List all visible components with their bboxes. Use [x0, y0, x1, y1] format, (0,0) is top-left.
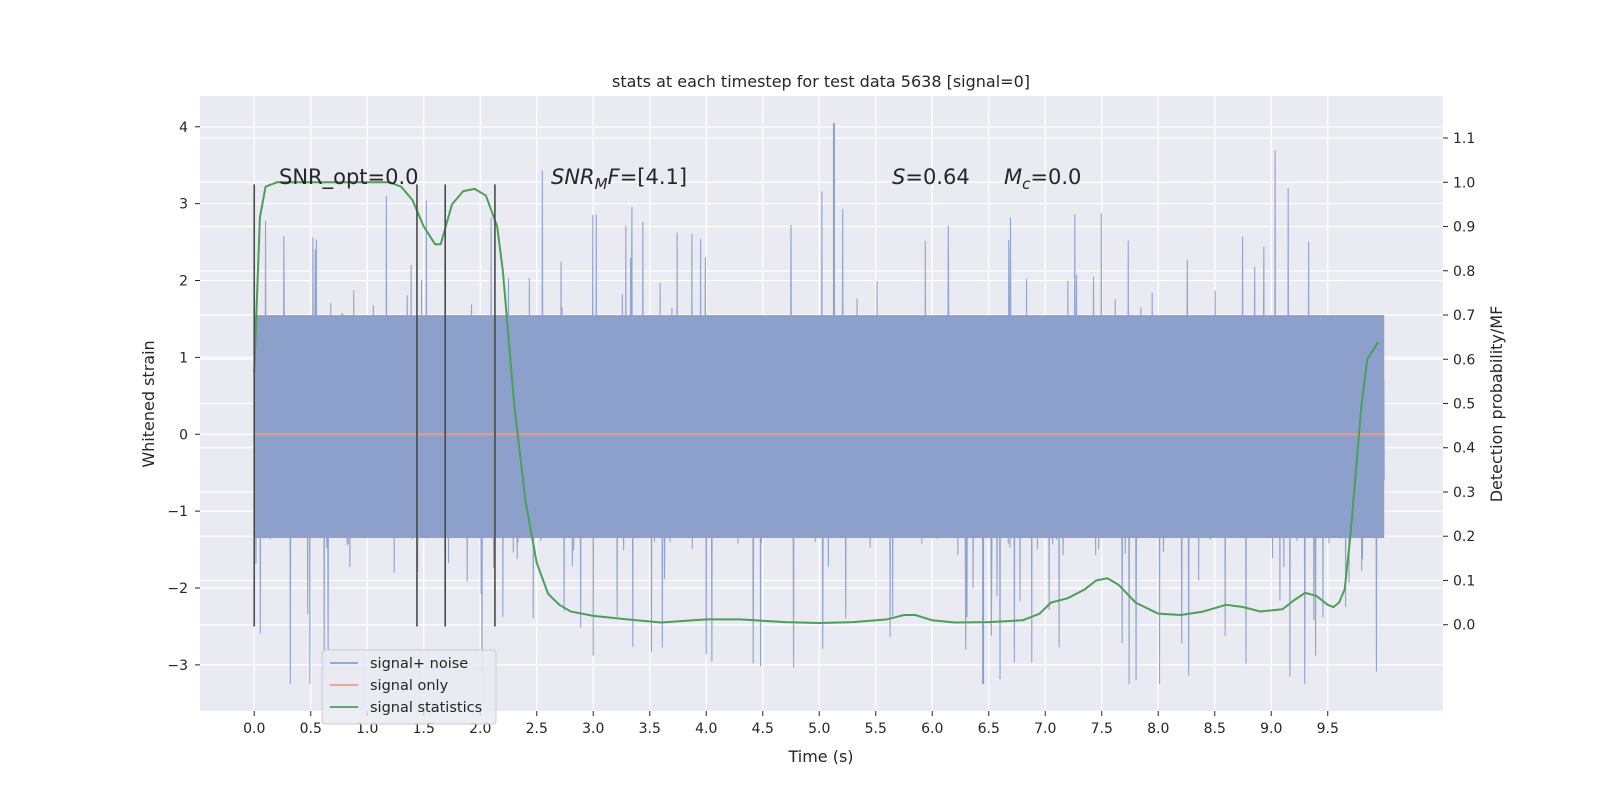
y-left-tick-label: 1	[179, 350, 188, 366]
y-axis-right-label: Detection probability/MF	[1487, 306, 1506, 503]
x-tick-label: 6.0	[921, 721, 943, 737]
x-tick-label: 4.0	[695, 721, 717, 737]
x-tick-label: 8.5	[1204, 721, 1226, 737]
y-right-tick-label: 0.2	[1453, 529, 1475, 545]
chart-title: stats at each timestep for test data 563…	[612, 72, 1030, 91]
y-left-tick-label: −3	[167, 658, 188, 674]
annotation-mc-value: =0.0	[1030, 165, 1081, 189]
annotation-mc-sub: c	[1022, 175, 1031, 193]
annotation-snr-mf-value: =[4.1]	[620, 165, 687, 189]
annotation-s-var: S	[892, 165, 905, 189]
annotation-mc-var: M	[1004, 165, 1022, 189]
x-tick-label: 3.0	[582, 721, 604, 737]
y-left-tick-label: 4	[179, 120, 188, 136]
x-tick-label: 1.5	[413, 721, 435, 737]
annotation-snr-mf-var: SNR	[551, 165, 595, 189]
y-right-tick-label: 1.1	[1453, 131, 1475, 147]
vertical-markers	[253, 184, 496, 627]
y-right-tick-label: 0.0	[1453, 618, 1475, 634]
y-left-tick-label: −2	[167, 581, 188, 597]
x-tick-label: 4.5	[752, 721, 774, 737]
x-tick-label: 9.5	[1317, 721, 1339, 737]
annotation-snr-mf-var2: F	[608, 165, 621, 189]
legend-label-signal-only: signal only	[370, 678, 449, 694]
x-tick-label: 9.0	[1260, 721, 1282, 737]
annotation-snr-mf: SNRMF=[4.1]	[551, 165, 687, 193]
annotation-snr-mf-sub: M	[595, 175, 608, 193]
legend-label-signal-statistics: signal statistics	[370, 700, 482, 716]
x-tick-label: 0.0	[243, 721, 265, 737]
x-tick-label: 7.5	[1091, 721, 1113, 737]
annotation-mc: Mc=0.0	[1004, 165, 1081, 193]
x-tick-label: 7.0	[1034, 721, 1056, 737]
x-axis-label: Time (s)	[787, 747, 853, 766]
y-left-tick-label: 2	[179, 274, 188, 290]
x-tick-label: 1.0	[356, 721, 378, 737]
y-right-tick-label: 0.4	[1453, 441, 1475, 457]
data-layer	[253, 122, 1385, 685]
x-tick-label: 3.5	[639, 721, 661, 737]
x-tick-label: 2.5	[526, 721, 548, 737]
annotation-s: S=0.64	[892, 165, 970, 189]
legend-box	[321, 649, 497, 725]
axis-ticks: 0.0 0.5 1.0 1.5 2.0 2.5 3.0 3.5 4.0 4.5 5.0 5.5 6.0 6…	[167, 120, 1475, 737]
x-tick-label: 6.5	[978, 721, 1000, 737]
legend: signal+ noise signal only signal statist…	[321, 649, 497, 725]
x-tick-label: 5.5	[865, 721, 887, 737]
x-tick-label: 2.0	[469, 721, 491, 737]
x-tick-label: 5.0	[808, 721, 830, 737]
y-left-tick-label: 3	[179, 197, 188, 213]
y-right-tick-label: 0.3	[1453, 485, 1475, 501]
y-right-tick-label: 0.7	[1453, 308, 1475, 324]
legend-label-signal-noise: signal+ noise	[370, 656, 468, 672]
x-tick-label: 8.0	[1147, 721, 1169, 737]
annotation-s-value: =0.64	[905, 165, 969, 189]
y-right-tick-label: 0.5	[1453, 397, 1475, 413]
y-left-tick-label: 0	[179, 427, 188, 443]
series-signal-noise	[253, 150, 1385, 685]
y-right-tick-label: 0.1	[1453, 573, 1475, 589]
x-tick-label: 0.5	[300, 721, 322, 737]
annotation-snr-opt: SNR_opt=0.0	[279, 165, 419, 190]
y-axis-left-label: Whitened strain	[139, 340, 158, 467]
y-left-tick-label: −1	[167, 504, 188, 520]
y-right-tick-label: 0.6	[1453, 352, 1475, 368]
y-right-tick-label: 0.8	[1453, 264, 1475, 280]
y-right-tick-label: 1.0	[1453, 175, 1475, 191]
series-signal-statistics	[253, 181, 1380, 624]
y-right-tick-label: 0.9	[1453, 220, 1475, 236]
